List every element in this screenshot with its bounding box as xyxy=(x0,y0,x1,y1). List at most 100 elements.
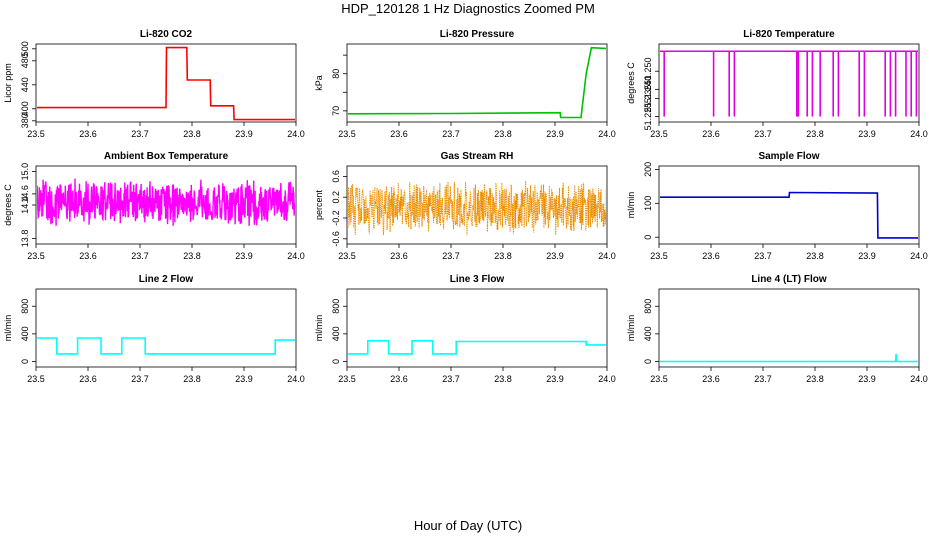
y-axis-label: degrees C xyxy=(3,184,13,226)
panel-title: Sample Flow xyxy=(758,151,819,162)
plot-frame xyxy=(658,43,920,123)
x-tick-label: 23.6 xyxy=(390,129,408,139)
x-tick-label: 23.9 xyxy=(546,129,564,139)
panel-title: Ambient Box Temperature xyxy=(104,151,229,162)
x-tick-label: 23.6 xyxy=(79,251,97,261)
x-tick-label: 23.5 xyxy=(338,374,356,384)
x-tick-label: 24.0 xyxy=(910,251,928,261)
y-tick-label: 0 xyxy=(331,359,341,364)
data-layer xyxy=(660,50,918,117)
y-tick-label: 0 xyxy=(643,235,653,240)
y-tick-label: 14.4 xyxy=(20,196,30,214)
x-tick-label: 23.8 xyxy=(183,129,201,139)
y-tick-label: 0.2 xyxy=(331,191,341,204)
x-tick-label: 23.9 xyxy=(858,129,876,139)
panel-title: Line 4 (LT) Flow xyxy=(751,274,827,285)
x-tick-label: 23.7 xyxy=(442,251,460,261)
chart-panel: Li-820 Temperature 23.5 23.6 23.7 23.8 23.9 24… xyxy=(626,29,928,139)
series-line xyxy=(660,353,918,363)
series-line xyxy=(348,181,606,236)
plot-frame xyxy=(346,43,608,123)
x-tick-label: 23.9 xyxy=(235,129,253,139)
y-tick-label: 500 xyxy=(20,41,30,56)
x-tick-label: 23.7 xyxy=(754,374,772,384)
x-tick-label: 23.8 xyxy=(806,129,824,139)
chart-panel: Li-820 Pressure 23.5 23.6 23.7 23.8 23.9 24.0 7… xyxy=(314,29,616,139)
y-tick-label: 13.8 xyxy=(20,230,30,248)
y-tick-label: 400 xyxy=(20,326,30,341)
x-tick-label: 24.0 xyxy=(287,374,305,384)
x-tick-label: 24.0 xyxy=(287,251,305,261)
x-tick-label: 23.6 xyxy=(79,374,97,384)
y-tick-label: 480 xyxy=(20,53,30,68)
x-tick-label: 23.9 xyxy=(235,251,253,261)
x-tick-label: 24.0 xyxy=(598,374,616,384)
y-axis-label: ml/min xyxy=(626,315,636,342)
x-tick-label: 24.0 xyxy=(598,129,616,139)
data-layer xyxy=(37,178,295,226)
y-axis-label: Licor ppm xyxy=(3,63,13,103)
y-tick-label: 51.225 xyxy=(643,103,653,131)
panel-title: Line 2 Flow xyxy=(139,274,194,285)
x-tick-label: 23.8 xyxy=(806,374,824,384)
y-axis-label: ml/min xyxy=(626,192,636,219)
panel-title: Li-820 Temperature xyxy=(743,29,835,40)
series-dots xyxy=(348,181,606,236)
plot-frame xyxy=(346,165,608,245)
chart-panel: Line 3 Flow 23.5 23.6 23.7 23.8 23.9 24.0 0 400 8… xyxy=(314,274,616,384)
x-tick-label: 23.6 xyxy=(79,129,97,139)
plot-frame xyxy=(658,165,920,245)
y-tick-label: -0.6 xyxy=(331,231,341,247)
x-tick-label: 23.8 xyxy=(183,374,201,384)
x-tick-label: 23.7 xyxy=(754,251,772,261)
x-tick-label: 23.7 xyxy=(131,251,149,261)
y-tick-label: 200 xyxy=(643,162,653,177)
x-tick-label: 23.7 xyxy=(754,129,772,139)
x-tick-label: 23.5 xyxy=(338,129,356,139)
x-tick-label: 23.6 xyxy=(702,251,720,261)
x-tick-label: 23.5 xyxy=(338,251,356,261)
y-tick-label: 0.6 xyxy=(331,170,341,183)
y-tick-label: 380 xyxy=(20,113,30,128)
x-tick-label: 23.6 xyxy=(702,374,720,384)
y-tick-label: 100 xyxy=(643,196,653,211)
panel-title: Gas Stream RH xyxy=(441,151,514,162)
y-tick-label: 400 xyxy=(20,101,30,116)
x-tick-label: 23.9 xyxy=(546,374,564,384)
series-line xyxy=(37,178,295,226)
x-tick-label: 24.0 xyxy=(910,374,928,384)
x-tick-label: 24.0 xyxy=(910,129,928,139)
x-tick-label: 23.9 xyxy=(858,374,876,384)
data-layer xyxy=(37,337,295,355)
x-tick-label: 23.6 xyxy=(390,251,408,261)
y-tick-label: 80 xyxy=(331,69,341,79)
x-tick-label: 23.8 xyxy=(183,251,201,261)
series-line xyxy=(660,191,918,239)
data-layer xyxy=(348,339,606,355)
y-tick-label: 400 xyxy=(643,326,653,341)
y-axis-label: kPa xyxy=(314,75,324,91)
x-tick-label: 23.6 xyxy=(702,129,720,139)
x-tick-label: 23.7 xyxy=(442,374,460,384)
plot-frame xyxy=(346,288,608,368)
x-tick-label: 23.5 xyxy=(27,129,45,139)
data-layer xyxy=(348,181,606,236)
y-axis-label: ml/min xyxy=(314,315,324,342)
chart-panel: Sample Flow 23.5 23.6 23.7 23.8 23.9 24.0 0 100 2… xyxy=(626,151,928,261)
data-layer xyxy=(37,46,295,121)
plot-frame xyxy=(658,288,920,368)
y-tick-label: 440 xyxy=(20,77,30,92)
y-tick-label: 800 xyxy=(331,299,341,314)
chart-panel: Gas Stream RH 23.5 23.6 23.7 23.8 23.9 24.0 -0.… xyxy=(314,151,616,261)
series-line xyxy=(348,339,606,355)
x-tick-label: 23.9 xyxy=(858,251,876,261)
plot-frame xyxy=(35,288,297,368)
chart-panel: Line 2 Flow 23.5 23.6 23.7 23.8 23.9 24.0 0 400 8… xyxy=(3,274,305,384)
y-tick-label: 70 xyxy=(331,106,341,116)
y-axis-label: degrees C xyxy=(626,62,636,104)
x-tick-label: 24.0 xyxy=(598,251,616,261)
chart-panel: Li-820 CO2 23.5 23.6 23.7 23.8 23.9 24.0 380400… xyxy=(3,29,305,139)
panel-title: Li-820 CO2 xyxy=(140,29,193,40)
y-axis-label: ml/min xyxy=(3,315,13,342)
y-tick-label: 0 xyxy=(20,359,30,364)
